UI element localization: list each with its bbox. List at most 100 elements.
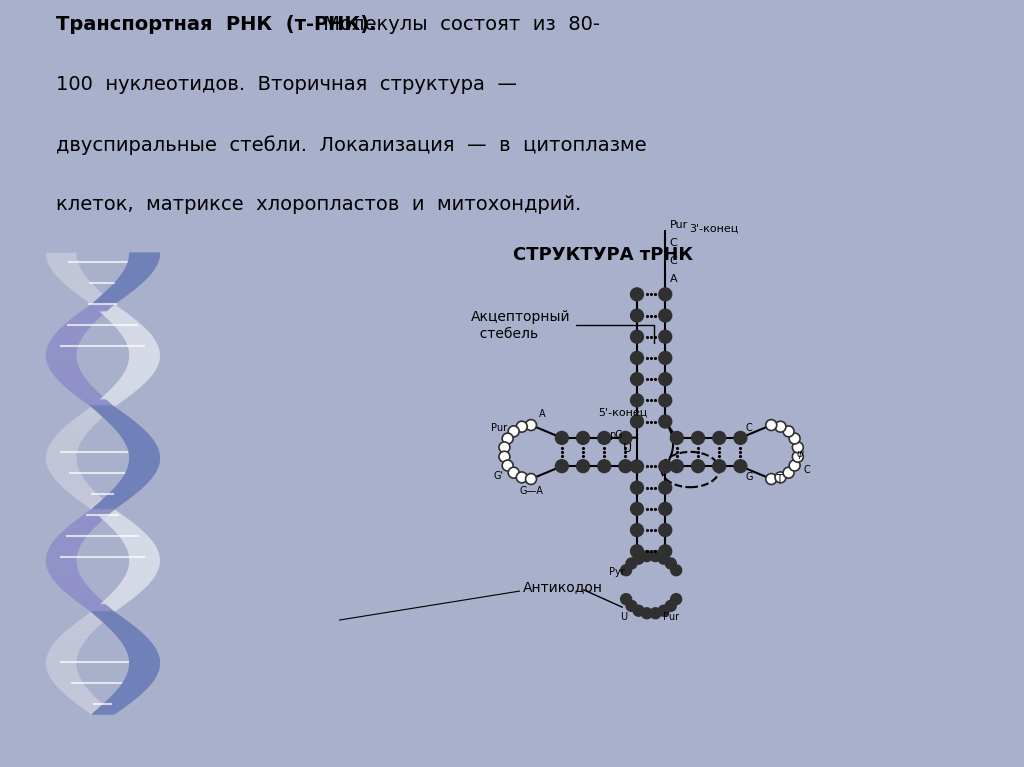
Circle shape	[641, 607, 652, 619]
Circle shape	[658, 394, 672, 407]
Circle shape	[713, 459, 726, 472]
Circle shape	[631, 502, 643, 515]
Circle shape	[671, 459, 683, 472]
Circle shape	[766, 420, 777, 430]
Circle shape	[631, 394, 643, 407]
Circle shape	[658, 524, 672, 536]
Circle shape	[502, 433, 513, 444]
Circle shape	[658, 553, 669, 564]
Text: C: C	[804, 465, 810, 475]
Circle shape	[734, 459, 746, 472]
Text: Pur: Pur	[663, 612, 679, 622]
Circle shape	[626, 601, 637, 611]
Circle shape	[598, 432, 610, 444]
Circle shape	[631, 524, 643, 536]
Circle shape	[508, 467, 519, 478]
Circle shape	[525, 473, 537, 485]
Circle shape	[658, 460, 672, 473]
Text: C: C	[670, 238, 678, 248]
Circle shape	[793, 442, 803, 453]
Circle shape	[775, 472, 786, 483]
Circle shape	[631, 351, 643, 364]
Circle shape	[658, 545, 672, 558]
Text: СТРУКТУРА тРНК: СТРУКТУРА тРНК	[513, 246, 693, 264]
Circle shape	[631, 309, 643, 322]
Circle shape	[516, 472, 527, 483]
Circle shape	[775, 421, 786, 432]
Circle shape	[658, 502, 672, 515]
Circle shape	[658, 351, 672, 364]
Circle shape	[499, 442, 510, 453]
Circle shape	[783, 426, 794, 437]
Text: $\psi$: $\psi$	[796, 449, 804, 460]
Circle shape	[650, 607, 660, 619]
Circle shape	[631, 373, 643, 386]
Text: Акцепторный
  стебель: Акцепторный стебель	[471, 311, 654, 343]
Circle shape	[555, 432, 568, 444]
Text: G—A: G—A	[519, 486, 544, 495]
Circle shape	[508, 426, 519, 437]
Circle shape	[658, 288, 672, 301]
Text: 3'-конец: 3'-конец	[690, 223, 739, 233]
Circle shape	[790, 433, 800, 444]
Circle shape	[577, 459, 590, 472]
Text: Pur: Pur	[670, 220, 688, 230]
Text: G: G	[745, 472, 753, 482]
Circle shape	[666, 558, 676, 569]
Text: C: C	[745, 423, 753, 433]
Text: Молекулы  состоят  из  80-: Молекулы состоят из 80-	[317, 15, 600, 34]
Text: G': G'	[494, 471, 504, 481]
Circle shape	[525, 420, 537, 430]
Circle shape	[620, 459, 632, 472]
Text: Транспортная  РНК  (т-РНК).: Транспортная РНК (т-РНК).	[56, 15, 377, 34]
Text: A: A	[670, 274, 678, 284]
Circle shape	[658, 605, 669, 616]
Text: двуспиральные  стебли.  Локализация  —  в  цитоплазме: двуспиральные стебли. Локализация — в ци…	[56, 135, 647, 155]
Circle shape	[658, 331, 672, 343]
Circle shape	[641, 551, 652, 561]
Circle shape	[666, 601, 676, 611]
Text: U: U	[621, 612, 628, 622]
Circle shape	[713, 432, 726, 444]
Circle shape	[671, 594, 682, 604]
Circle shape	[671, 432, 683, 444]
Circle shape	[502, 460, 513, 471]
Circle shape	[671, 565, 682, 576]
Circle shape	[631, 288, 643, 301]
Text: Pyr: Pyr	[609, 567, 625, 577]
Text: pG: pG	[609, 430, 623, 439]
Circle shape	[633, 553, 644, 564]
Circle shape	[691, 459, 705, 472]
Circle shape	[790, 460, 800, 471]
Circle shape	[734, 432, 746, 444]
Text: C: C	[670, 256, 678, 266]
Circle shape	[555, 459, 568, 472]
Text: A: A	[539, 409, 546, 419]
Circle shape	[631, 545, 643, 558]
Circle shape	[766, 473, 777, 485]
Circle shape	[621, 565, 632, 576]
Circle shape	[631, 415, 643, 428]
Circle shape	[621, 594, 632, 604]
Circle shape	[691, 432, 705, 444]
Circle shape	[658, 415, 672, 428]
Circle shape	[499, 451, 510, 463]
Circle shape	[650, 551, 660, 561]
Circle shape	[631, 331, 643, 343]
Circle shape	[620, 432, 632, 444]
Circle shape	[631, 460, 643, 473]
Circle shape	[577, 432, 590, 444]
Circle shape	[631, 481, 643, 494]
Text: T: T	[776, 474, 782, 484]
Text: 5'-конец: 5'-конец	[598, 407, 648, 417]
Circle shape	[633, 605, 644, 616]
Circle shape	[658, 481, 672, 494]
Circle shape	[598, 459, 610, 472]
Text: клеток,  матриксе  хлоропластов  и  митохондрий.: клеток, матриксе хлоропластов и митохонд…	[56, 196, 582, 215]
Circle shape	[626, 558, 637, 569]
Circle shape	[516, 421, 527, 432]
Circle shape	[658, 309, 672, 322]
Circle shape	[793, 451, 803, 463]
Text: U: U	[623, 442, 632, 455]
Text: Pur: Pur	[492, 423, 507, 433]
